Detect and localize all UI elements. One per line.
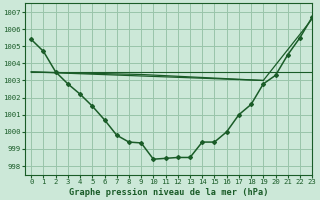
X-axis label: Graphe pression niveau de la mer (hPa): Graphe pression niveau de la mer (hPa) (69, 188, 268, 197)
